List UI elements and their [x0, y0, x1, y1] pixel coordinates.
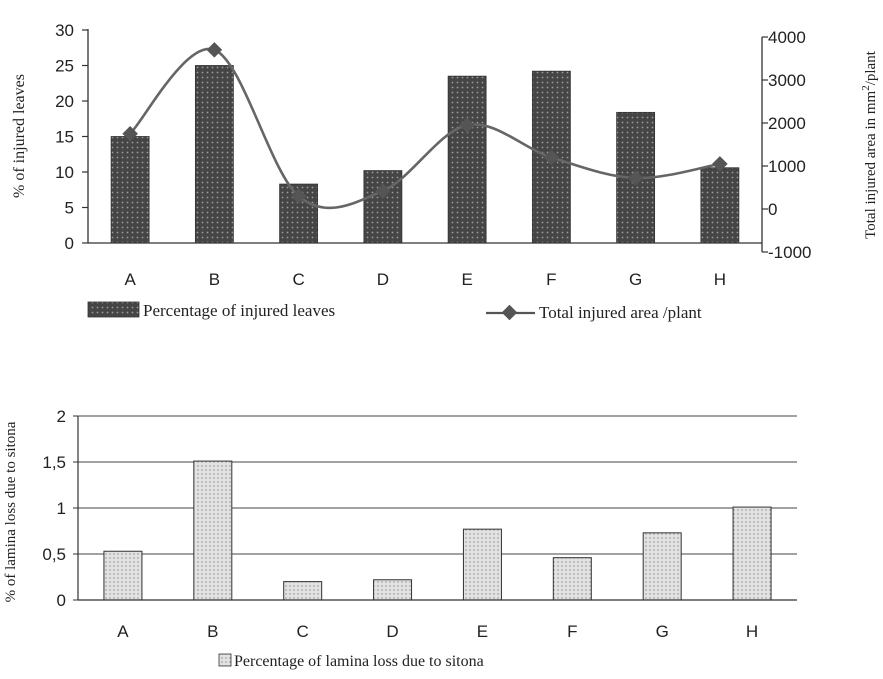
c1-legend-line: Total injured area /plant: [486, 303, 702, 322]
c1-bar: [110, 136, 150, 244]
c1-y-tick-label: 10: [55, 163, 74, 182]
c2-y-tick-label: 1,5: [42, 453, 66, 472]
c1-line-marker: [543, 149, 560, 166]
c2-bar: [462, 528, 502, 601]
c1-legend-bar: Percentage of injured leaves: [87, 301, 335, 320]
c1-bar: [363, 170, 403, 244]
c2-bar: [732, 506, 772, 601]
c2-legend: Percentage of lamina loss due to sitona: [218, 653, 484, 670]
c2-y-axis-label: % of lamina loss due to sitona: [3, 421, 19, 602]
c1-line-marker: [627, 170, 644, 186]
c1-line-marker: [206, 42, 223, 58]
c1-bars: [110, 65, 740, 244]
c2-x-tick-label: A: [117, 622, 129, 641]
c1-y-tick-label: 0: [65, 234, 74, 253]
c1-y2-tick-label: 1000: [768, 157, 806, 176]
c1-bar: [700, 167, 740, 244]
c2-x-tick-label: F: [567, 622, 577, 641]
c2-bar: [373, 579, 413, 601]
c1-y-axis-label: % of injured leaves: [11, 74, 28, 198]
lamina-loss-chart: 0 0,5 1 1,5 2 A B C D E F G H % of lamina loss due …: [3, 407, 797, 670]
c2-y-tick-label: 1: [57, 499, 66, 518]
c1-y2-axis-label: Total injured area in mm2/plant: [860, 50, 879, 239]
c1-x-tick-label: F: [546, 270, 556, 289]
c1-y-axis-ticks: 0 5 10 15 20 25 30: [55, 21, 88, 253]
c2-bar: [552, 557, 592, 601]
c1-y-tick-label: 25: [55, 57, 74, 76]
c1-x-tick-labels: A B C D E F G H: [124, 270, 726, 289]
c2-x-tick-label: E: [477, 622, 488, 641]
c1-y2-tick-label: 0: [768, 200, 777, 219]
c1-x-tick-label: E: [461, 270, 472, 289]
c2-x-tick-label: D: [386, 622, 398, 641]
c2-x-tick-label: B: [207, 622, 218, 641]
c1-y-tick-label: 5: [65, 199, 74, 218]
c1-legend-bar-label: Percentage of injured leaves: [143, 301, 335, 320]
c1-legend-line-marker: [501, 304, 518, 321]
c1-y2-tick-label: -1000: [768, 243, 811, 262]
c1-line-marker: [122, 125, 138, 142]
c2-bars: [103, 460, 772, 601]
c2-y-tick-label: 0: [57, 591, 66, 610]
c1-legend-line-label: Total injured area /plant: [539, 303, 702, 322]
c1-line-marker: [712, 156, 728, 172]
c1-right-axis-ticks: -1000 0 1000 2000 3000 4000: [762, 28, 811, 262]
c1-line-marker: [375, 183, 391, 199]
c2-legend-label: Percentage of lamina loss due to sitona: [234, 653, 484, 670]
c1-x-tick-label: C: [292, 270, 304, 289]
c2-gridlines: 0 0,5 1 1,5 2: [42, 407, 797, 610]
injury-combo-chart: 0 5 10 15 20 25 30 A B C D E F G H -1000 0 1000 2000 3000…: [11, 21, 879, 322]
c2-bar: [283, 581, 323, 601]
c1-y2-tick-label: 4000: [768, 28, 806, 47]
c1-x-tick-label: A: [124, 270, 136, 289]
c2-bar: [642, 532, 682, 601]
c2-x-tick-labels: A B C D E F G H: [117, 622, 758, 641]
c2-legend-swatch: [218, 653, 232, 667]
c2-bar: [193, 460, 233, 601]
c1-y2-tick-label: 2000: [768, 114, 806, 133]
c1-line-marker: [290, 188, 307, 204]
c2-x-tick-label: C: [297, 622, 309, 641]
c1-legend-bar-swatch: [87, 301, 140, 318]
c2-bar: [103, 550, 143, 601]
c1-bar: [447, 75, 487, 244]
c1-y-tick-label: 15: [55, 128, 74, 147]
c1-bar: [194, 65, 234, 244]
c2-x-tick-label: G: [656, 622, 669, 641]
c1-x-tick-label: H: [714, 270, 726, 289]
c1-y-tick-label: 20: [55, 92, 74, 111]
c1-y2-tick-label: 3000: [768, 71, 806, 90]
c1-x-tick-label: D: [377, 270, 389, 289]
c2-y-tick-label: 2: [57, 407, 66, 426]
c1-y-tick-label: 30: [55, 21, 74, 40]
c1-x-tick-label: G: [629, 270, 642, 289]
c1-x-tick-label: B: [209, 270, 220, 289]
c2-x-tick-label: H: [746, 622, 758, 641]
c2-y-tick-label: 0,5: [42, 545, 66, 564]
